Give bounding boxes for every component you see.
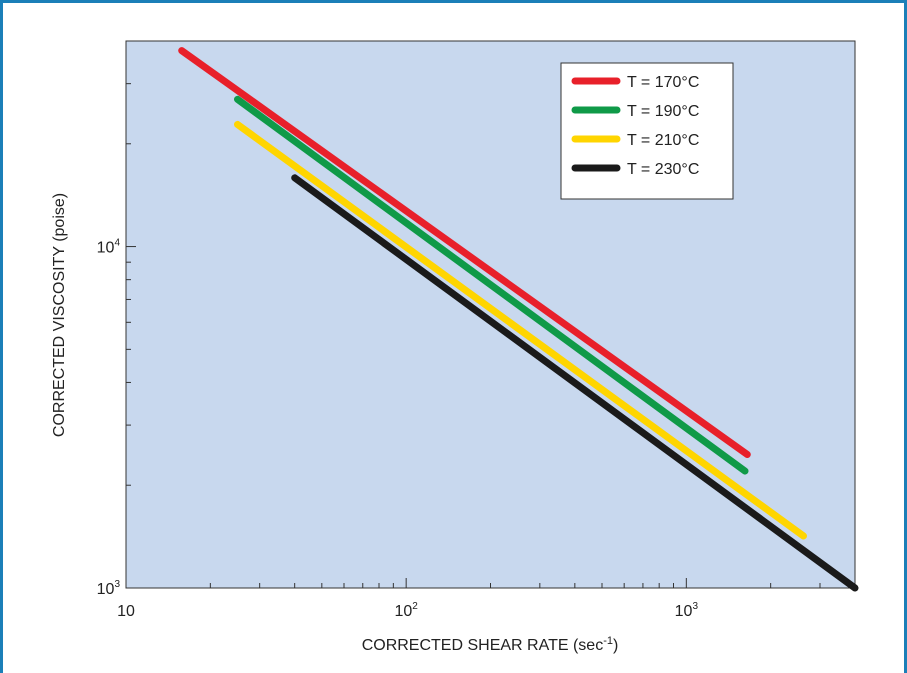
series-line-3 [234,120,807,540]
y-tick-label: 103 [97,579,121,598]
axis-ticks [125,40,856,589]
x-axis-label: CORRECTED SHEAR RATE (sec-1) [362,635,619,654]
x-axis-label-superscript: -1 [603,635,613,647]
series-lines [178,47,859,592]
legend: T = 170°C T = 190°C T = 210°C T = 230°C [560,62,734,200]
x-axis-label-main: CORRECTED SHEAR RATE (sec [362,637,604,654]
legend-label: T = 170°C [627,74,699,91]
series-line-2 [234,95,749,475]
x-axis-label-tail: ) [613,637,618,654]
y-tick-label: 104 [97,238,121,257]
x-tick-label: 102 [394,601,418,620]
legend-label: T = 210°C [627,132,699,149]
legend-box [560,62,734,200]
x-tick-label: 10 [117,603,135,620]
series-line-1 [178,47,751,458]
legend-label: T = 190°C [627,103,699,120]
legend-label: T = 230°C [627,161,699,178]
x-tick-label: 103 [675,601,699,620]
y-axis-label: CORRECTED VISCOSITY (poise) [51,193,68,437]
tick-labels: 10 102 103 103 104 [97,238,699,620]
series-line-4 [291,174,859,592]
